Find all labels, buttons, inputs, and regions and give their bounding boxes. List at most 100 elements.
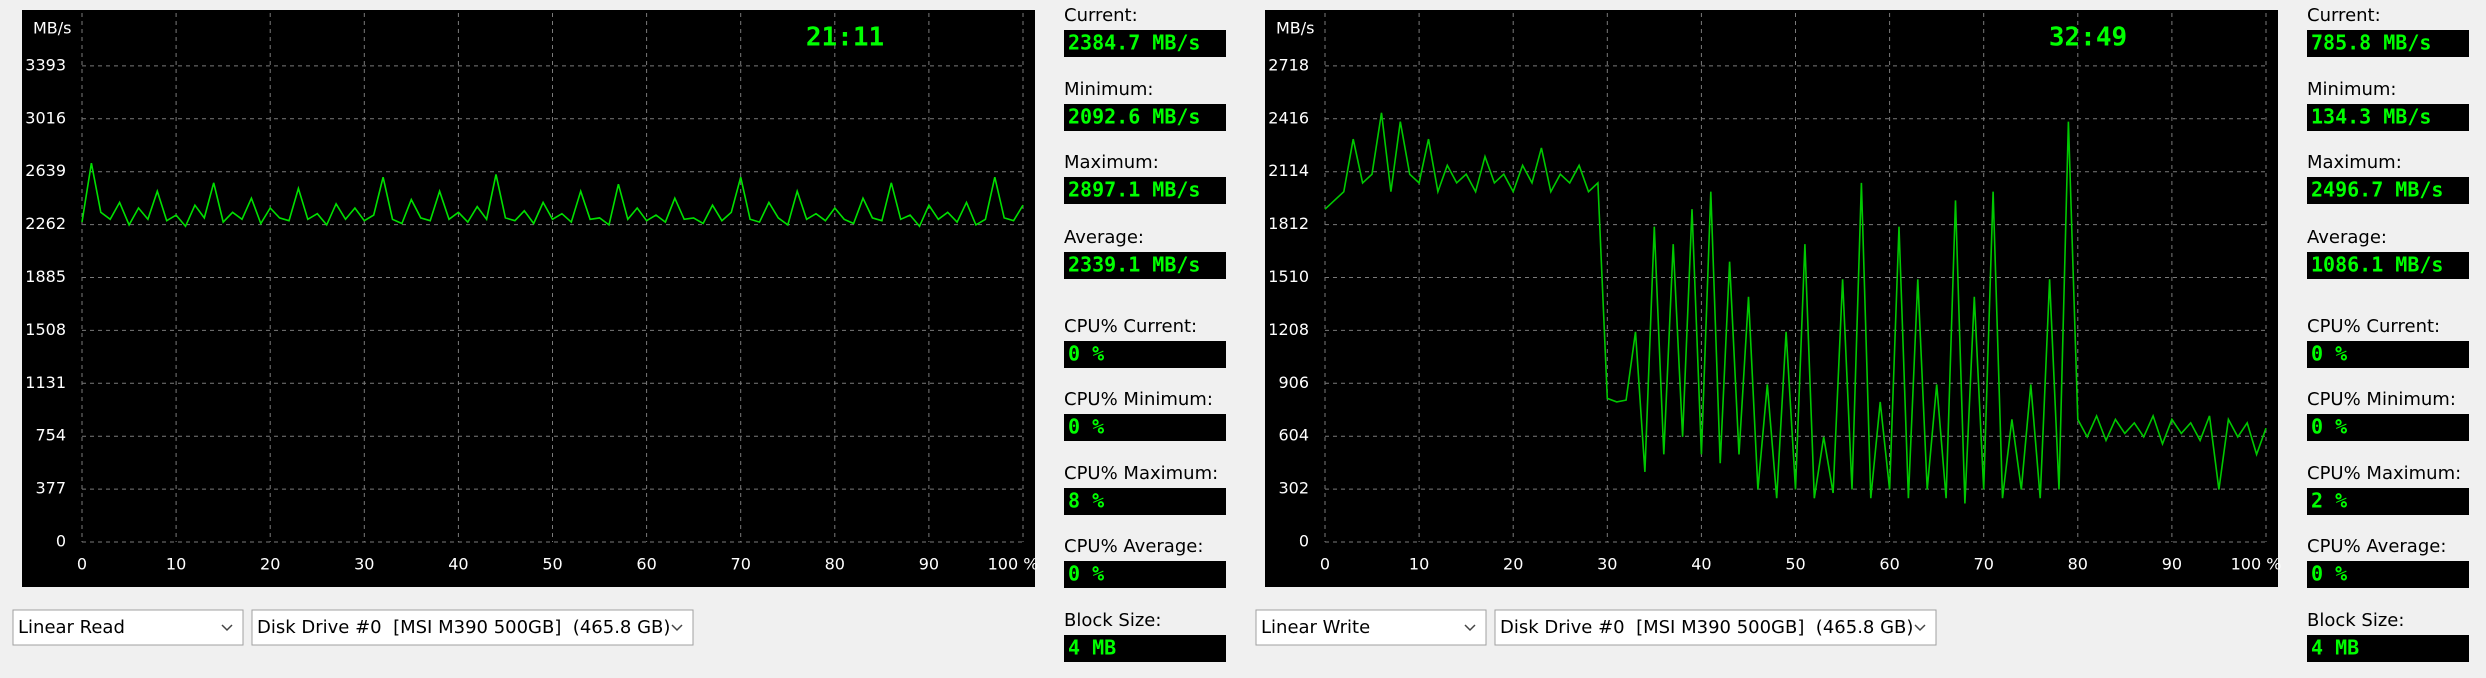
test-mode-select-text: Linear Write — [1261, 617, 1370, 638]
y-tick-label: 0 — [1299, 532, 1309, 551]
y-tick-label: 906 — [1278, 373, 1309, 392]
y-tick-label: 2416 — [1268, 108, 1309, 127]
stat-value: 134.3 MB/s — [2311, 105, 2431, 129]
y-tick-label: 2114 — [1268, 161, 1309, 180]
stat-label: Minimum: — [2307, 79, 2396, 100]
stat-value: 0 % — [1068, 562, 1104, 586]
stat-value: 785.8 MB/s — [2311, 31, 2431, 55]
stat-value: 4 MB — [2311, 636, 2359, 660]
drive-select[interactable] — [1494, 609, 1937, 646]
y-unit: MB/s — [33, 19, 72, 38]
stat-label: Current: — [2307, 5, 2381, 26]
stat-label: Current: — [1064, 5, 1138, 26]
stat-label: Minimum: — [1064, 79, 1153, 100]
data-line — [81, 162, 1024, 228]
stat-label: Maximum: — [1064, 152, 1159, 173]
stat-value: 2897.1 MB/s — [1068, 178, 1200, 202]
stat-value: 4 MB — [1068, 636, 1116, 660]
y-tick-label: 1510 — [1268, 267, 1309, 286]
x-tick-label: 50 — [542, 555, 562, 574]
x-tick-label: 60 — [636, 555, 656, 574]
stat-box — [1064, 488, 1226, 515]
stat-value: 0 % — [1068, 415, 1104, 439]
stat-box — [1064, 252, 1226, 279]
stat-value: 0 % — [2311, 562, 2347, 586]
stat-label: Average: — [2307, 227, 2387, 248]
x-tick-label: 30 — [354, 555, 374, 574]
x-tick-label: 100 % — [988, 555, 1039, 574]
stat-value: 0 % — [2311, 415, 2347, 439]
stat-box — [1064, 177, 1226, 204]
stat-box — [1064, 30, 1226, 57]
x-tick-label: 40 — [448, 555, 468, 574]
stat-box — [2307, 177, 2469, 204]
stat-value: 2384.7 MB/s — [1068, 31, 1200, 55]
dropdown-arrow — [671, 624, 683, 632]
plot-background — [1265, 10, 2278, 587]
y-tick-label: 2639 — [25, 161, 66, 180]
elapsed-time: 32:49 — [2049, 23, 2127, 53]
y-tick-label: 302 — [1278, 479, 1309, 498]
drive-select-text: Disk Drive #0 [MSI M390 500GB] (465.8 GB… — [1500, 617, 1913, 638]
stat-value: 2 % — [2311, 489, 2347, 513]
y-tick-label: 3016 — [25, 108, 66, 127]
y-tick-label: 2262 — [25, 214, 66, 233]
y-unit: MB/s — [1276, 19, 1315, 38]
stat-box — [2307, 341, 2469, 368]
x-tick-label: 70 — [731, 555, 751, 574]
x-tick-label: 20 — [1503, 555, 1523, 574]
test-mode-select-text: Linear Read — [18, 617, 125, 638]
y-tick-label: 3393 — [25, 55, 66, 74]
stat-label: Average: — [1064, 227, 1144, 248]
stat-label: Maximum: — [2307, 152, 2402, 173]
x-tick-label: 60 — [1879, 555, 1899, 574]
stat-box — [2307, 30, 2469, 57]
stat-box — [1064, 341, 1226, 368]
stat-box — [2307, 414, 2469, 441]
x-tick-label: 50 — [1785, 555, 1805, 574]
x-tick-label: 20 — [260, 555, 280, 574]
stat-label: CPU% Current: — [2307, 316, 2440, 337]
elapsed-time: 21:11 — [806, 23, 884, 53]
y-tick-label: 1508 — [25, 320, 66, 339]
stat-value: 0 % — [1068, 342, 1104, 366]
stat-box — [2307, 488, 2469, 515]
stat-label: CPU% Maximum: — [2307, 463, 2461, 484]
stat-value: 2092.6 MB/s — [1068, 105, 1200, 129]
stat-label: CPU% Minimum: — [1064, 389, 1213, 410]
stat-value: 2496.7 MB/s — [2311, 178, 2443, 202]
y-tick-label: 1208 — [1268, 320, 1309, 339]
plot-background — [22, 10, 1035, 587]
x-tick-label: 0 — [1320, 555, 1330, 574]
y-tick-label: 604 — [1278, 426, 1309, 445]
x-tick-label: 100 % — [2231, 555, 2282, 574]
stat-box — [2307, 252, 2469, 279]
dropdown-arrow — [221, 624, 233, 632]
stat-box — [1064, 635, 1226, 662]
y-tick-label: 754 — [35, 426, 66, 445]
stat-box — [1064, 104, 1226, 131]
stat-value: 8 % — [1068, 489, 1104, 513]
dropdown-arrow — [1464, 624, 1476, 632]
y-tick-label: 2718 — [1268, 55, 1309, 74]
x-tick-label: 40 — [1691, 555, 1711, 574]
y-tick-label: 1812 — [1268, 214, 1309, 233]
y-tick-label: 1885 — [25, 267, 66, 286]
test-mode-select[interactable] — [12, 609, 244, 646]
stat-label: Block Size: — [2307, 610, 2404, 631]
stat-label: Block Size: — [1064, 610, 1161, 631]
stat-label: CPU% Average: — [2307, 536, 2446, 557]
y-tick-label: 377 — [35, 479, 66, 498]
drive-select[interactable] — [251, 609, 694, 646]
stat-box — [2307, 104, 2469, 131]
x-tick-label: 0 — [77, 555, 87, 574]
stat-box — [1064, 561, 1226, 588]
stat-label: CPU% Minimum: — [2307, 389, 2456, 410]
stat-label: CPU% Average: — [1064, 536, 1203, 557]
x-tick-label: 90 — [919, 555, 939, 574]
test-mode-select[interactable] — [1255, 609, 1487, 646]
y-tick-label: 1131 — [25, 373, 66, 392]
x-tick-label: 10 — [166, 555, 186, 574]
dropdown-arrow — [1914, 624, 1926, 632]
